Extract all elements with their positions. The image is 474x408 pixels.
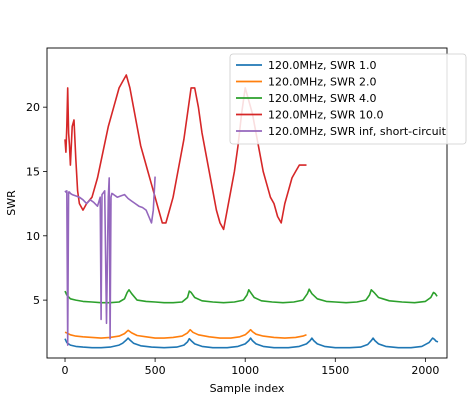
series-line-3 [64,288,438,304]
x-axis: 0 500 1000 1500 2000 [62,358,439,377]
legend-label: 120.0MHz, SWR 2.0 [268,76,377,89]
legend: 120.0MHz, SWR 1.0 120.0MHz, SWR 2.0 120.0M… [229,53,467,145]
y-axis: 5 10 15 20 [26,101,47,307]
series-line-1 [64,337,439,349]
legend-label: 120.0MHz, SWR inf, short-circuit [268,125,447,138]
x-tick-label: 500 [145,364,166,377]
y-tick-label: 15 [26,165,40,178]
legend-label: 120.0MHz, SWR 1.0 [268,59,377,72]
axes-frame [46,47,448,359]
y-tick-label: 10 [26,230,40,243]
series-line-4 [64,74,307,231]
x-tick-label: 1000 [231,364,259,377]
legend-label: 120.0MHz, SWR 10.0 [268,109,384,122]
series-layer [64,74,439,349]
legend-label: 120.0MHz, SWR 4.0 [268,92,377,105]
x-tick-label: 1500 [321,364,349,377]
x-tick-label: 0 [62,364,69,377]
y-tick-label: 20 [26,101,40,114]
series-line-2 [64,328,307,339]
x-tick-label: 2000 [411,364,439,377]
x-axis-label: Sample index [210,382,285,395]
y-tick-label: 5 [33,294,40,307]
y-axis-label: SWR [5,190,18,216]
legend-box [229,53,467,145]
series-line-5 [64,176,156,346]
